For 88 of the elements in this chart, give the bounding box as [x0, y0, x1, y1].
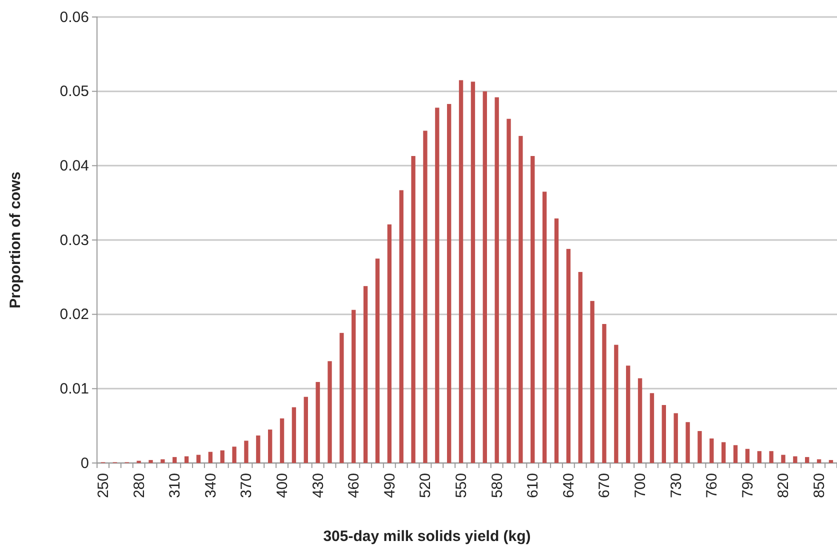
x-tick-label: 760 — [704, 473, 721, 498]
x-tick-label: 700 — [632, 473, 650, 498]
x-tick-label: 580 — [488, 473, 506, 498]
x-tick-label: 400 — [274, 473, 292, 498]
bar — [816, 459, 822, 463]
bar — [352, 310, 356, 463]
bar — [554, 218, 559, 463]
x-tick-label: 820 — [775, 473, 792, 498]
bar — [518, 136, 523, 463]
x-tick-label: 640 — [560, 473, 578, 498]
bar — [686, 422, 690, 463]
bar — [590, 300, 594, 463]
bar — [292, 407, 296, 463]
bar — [470, 82, 476, 463]
x-tick-label: 850 — [811, 473, 828, 498]
x-tick-label: 520 — [417, 473, 434, 498]
x-tick-label: 670 — [596, 473, 614, 498]
y-tick-label: 0.06 — [60, 8, 89, 26]
bar — [363, 286, 368, 463]
bar — [435, 108, 440, 463]
bar — [494, 97, 499, 463]
bar — [482, 91, 487, 463]
y-tick-label: 0.02 — [60, 306, 89, 324]
bar — [674, 413, 678, 463]
bar — [256, 435, 260, 463]
x-tick-label: 490 — [381, 473, 398, 498]
bar — [447, 104, 452, 463]
bar — [220, 450, 224, 463]
bar — [423, 130, 428, 463]
x-tick-label: 460 — [346, 473, 363, 498]
bar — [172, 457, 177, 463]
bar — [328, 361, 332, 463]
bar — [793, 456, 798, 463]
bar — [268, 430, 272, 463]
bar — [530, 156, 535, 463]
x-tick-label: 250 — [95, 473, 112, 498]
bar — [208, 452, 213, 463]
x-tick-label: 430 — [310, 473, 327, 498]
y-tick-label: 0.03 — [60, 232, 89, 249]
bar — [340, 332, 344, 463]
bar — [196, 454, 201, 463]
x-tick-label: 790 — [739, 473, 756, 498]
bar — [805, 457, 810, 463]
bar — [733, 445, 738, 463]
y-axis-title: Proportion of cows — [7, 172, 24, 308]
x-axis-title: 305-day milk solids yield (kg) — [323, 528, 531, 545]
bar — [280, 418, 284, 463]
bar — [232, 446, 236, 463]
bar — [387, 224, 392, 463]
bar — [148, 460, 153, 463]
x-tick-label: 340 — [202, 473, 220, 498]
bar — [399, 190, 404, 463]
bar — [828, 460, 834, 463]
x-tick-label: 370 — [238, 473, 256, 498]
bar — [614, 344, 618, 463]
x-tick-label: 280 — [130, 473, 148, 498]
bar — [769, 451, 774, 463]
bar — [638, 378, 642, 463]
bar — [244, 440, 248, 463]
y-tick-label: 0.01 — [60, 380, 89, 398]
bar — [375, 258, 380, 463]
bar — [160, 459, 165, 463]
bar — [662, 405, 666, 463]
y-tick-label: 0 — [80, 454, 89, 472]
bar — [566, 248, 571, 463]
bar — [650, 393, 654, 463]
bar — [781, 454, 786, 463]
y-tick-label: 0.05 — [60, 83, 89, 100]
x-tick-label: 310 — [166, 473, 184, 498]
bar — [506, 118, 511, 463]
bar — [578, 272, 582, 463]
bar — [304, 396, 308, 463]
bar — [316, 382, 320, 463]
x-tick-label: 610 — [524, 473, 542, 498]
x-tick-label: 730 — [668, 473, 685, 498]
bar — [757, 451, 762, 463]
x-tick-label: 550 — [453, 473, 470, 498]
bar — [411, 156, 416, 463]
bar — [542, 192, 547, 463]
y-tick-label: 0.04 — [60, 157, 89, 174]
bar — [602, 324, 606, 463]
bar — [626, 366, 630, 463]
bar — [710, 438, 714, 463]
bar — [721, 442, 726, 463]
bar — [698, 431, 702, 463]
bar — [184, 456, 189, 463]
bar — [458, 80, 464, 463]
bar — [745, 448, 750, 463]
